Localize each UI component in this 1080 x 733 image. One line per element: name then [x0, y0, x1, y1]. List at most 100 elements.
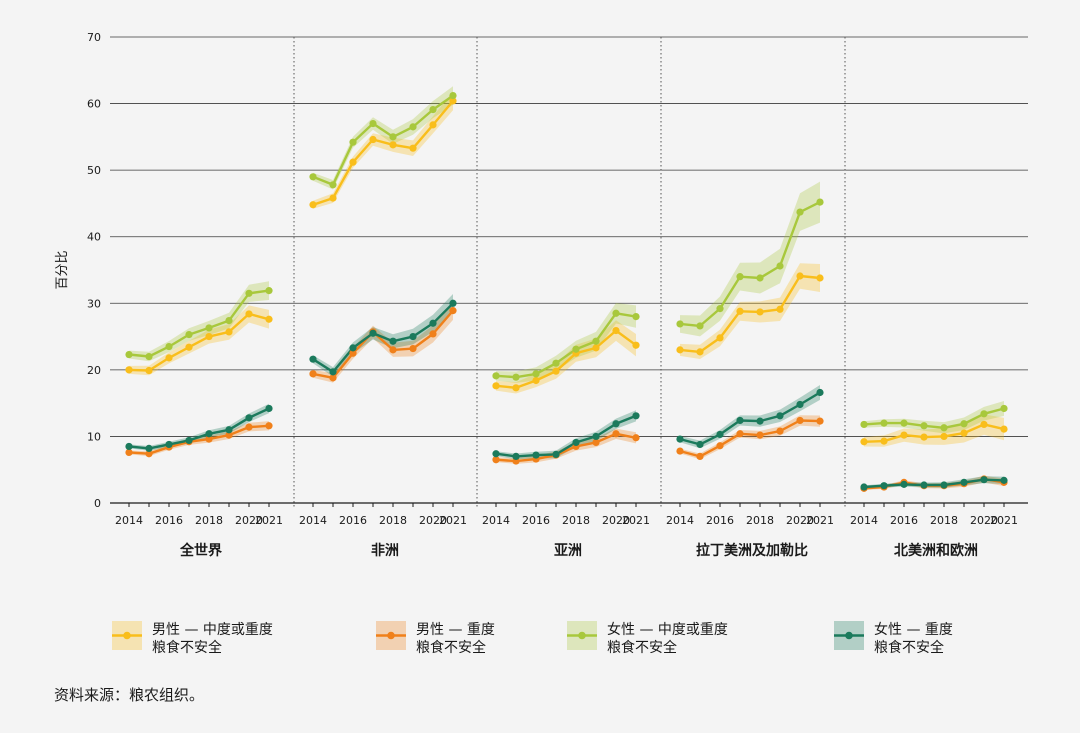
data-point	[492, 450, 500, 458]
data-point	[796, 416, 804, 425]
legend-swatch-point	[387, 631, 395, 640]
data-point	[776, 305, 784, 313]
x-tick-label: 2014	[299, 514, 327, 527]
data-point	[816, 388, 824, 397]
x-tick-label: 2014	[666, 514, 694, 527]
data-point	[796, 208, 804, 216]
data-point	[165, 354, 173, 362]
data-point	[349, 344, 357, 352]
confidence-band	[129, 421, 269, 457]
confidence-band	[313, 294, 453, 377]
x-tick-label: 2018	[930, 514, 958, 527]
data-point	[940, 424, 948, 432]
data-point	[796, 272, 804, 280]
data-point	[512, 384, 520, 392]
legend-swatch-point	[578, 631, 586, 640]
data-point	[980, 410, 988, 418]
x-tick-label: 2018	[195, 514, 223, 527]
data-point	[632, 412, 640, 420]
y-tick-label: 50	[87, 164, 101, 177]
data-point	[612, 420, 620, 428]
data-point	[816, 198, 824, 206]
data-point	[920, 422, 928, 430]
data-point	[265, 422, 273, 430]
confidence-band	[680, 181, 820, 337]
data-point	[880, 482, 888, 490]
data-point	[125, 350, 133, 359]
data-point	[880, 437, 888, 445]
y-axis-title: 百分比	[55, 250, 70, 289]
data-point	[696, 440, 704, 449]
data-point	[900, 431, 908, 439]
y-tick-label: 40	[87, 231, 101, 244]
data-point	[796, 400, 804, 409]
data-point	[860, 420, 868, 429]
series-line	[312, 94, 454, 187]
data-point	[776, 427, 784, 435]
data-point	[389, 337, 397, 345]
data-point	[860, 483, 868, 491]
data-point	[756, 274, 764, 282]
data-point	[880, 419, 888, 427]
y-tick-label: 30	[87, 297, 101, 310]
data-point	[429, 105, 437, 114]
confidence-band	[129, 305, 269, 376]
data-point	[409, 344, 417, 353]
data-point	[429, 319, 437, 327]
data-point	[329, 374, 337, 382]
data-point	[1000, 425, 1008, 433]
data-point	[612, 430, 620, 438]
data-point	[449, 307, 457, 315]
x-tick-label: 2014	[482, 514, 510, 527]
series-line	[312, 100, 454, 206]
x-tick-label: 2021	[255, 514, 283, 527]
x-tick-label: 2021	[990, 514, 1018, 527]
series-line	[128, 289, 270, 358]
x-tick-label: 2020	[602, 514, 630, 527]
data-point	[125, 366, 133, 374]
data-point	[409, 144, 417, 152]
series-points	[125, 91, 1008, 492]
legend-label: 男性 — 中度或重度	[152, 622, 273, 638]
data-point	[572, 438, 580, 447]
region-label: 非洲	[371, 542, 399, 559]
data-point	[309, 173, 317, 181]
data-point	[409, 332, 417, 341]
data-point	[716, 305, 724, 313]
data-point	[245, 289, 253, 297]
data-point	[145, 366, 153, 375]
data-point	[329, 181, 337, 189]
data-point	[265, 404, 273, 413]
panel-dividers	[293, 37, 846, 508]
data-point	[776, 262, 784, 270]
data-point	[532, 370, 540, 378]
data-point	[676, 320, 684, 328]
data-point	[165, 342, 173, 351]
data-point	[816, 274, 824, 282]
data-point	[245, 414, 253, 422]
data-point	[612, 309, 620, 317]
legend-label: 粮食不安全	[416, 639, 486, 656]
series-line	[312, 309, 454, 379]
data-point	[449, 97, 457, 105]
legend-label: 女性 — 中度或重度	[607, 621, 728, 638]
data-point	[676, 447, 684, 455]
data-point	[125, 448, 133, 457]
data-point	[1000, 404, 1008, 413]
data-point	[920, 481, 928, 489]
confidence-band	[496, 428, 636, 464]
data-point	[205, 332, 213, 341]
data-point	[980, 420, 988, 429]
data-point	[632, 341, 640, 349]
y-tick-label: 20	[87, 364, 101, 377]
data-point	[1000, 476, 1008, 484]
data-point	[632, 313, 640, 321]
data-point	[492, 456, 500, 464]
data-point	[736, 416, 744, 425]
confidence-band	[680, 385, 820, 449]
data-point	[492, 382, 500, 390]
x-tick-label: 2016	[522, 514, 550, 527]
data-point	[265, 287, 273, 295]
